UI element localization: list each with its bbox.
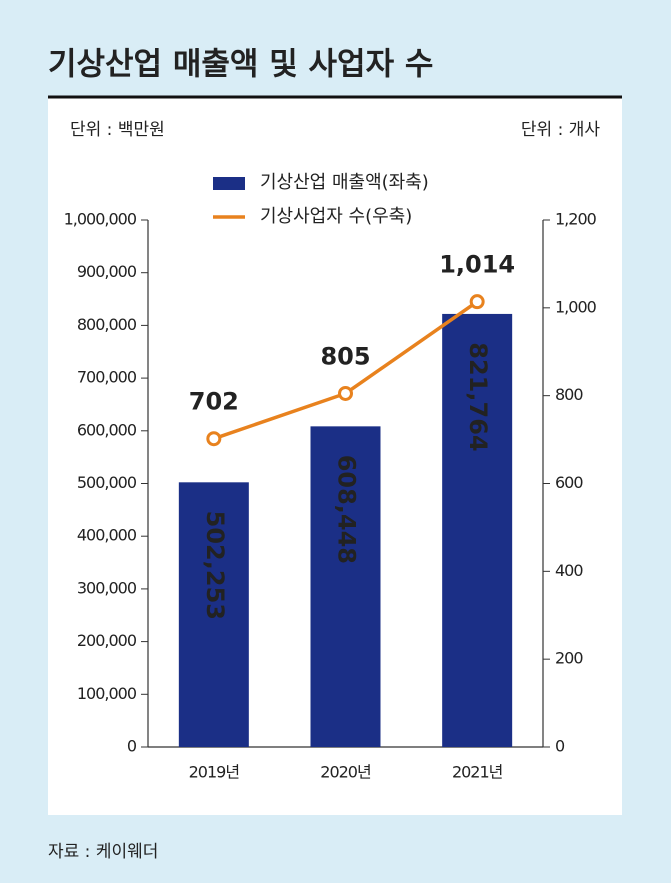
y2-tick-label: 400	[555, 561, 583, 580]
y2-tick-label: 600	[555, 473, 583, 492]
bar-value-label: 821,764	[464, 342, 492, 451]
x-tick-label: 2019년	[189, 763, 240, 782]
line-value-label: 805	[320, 342, 370, 370]
y-tick-label: 700,000	[77, 368, 137, 387]
x-tick-label: 2020년	[320, 763, 371, 782]
bar-value-label: 608,448	[333, 455, 361, 564]
y-tick-label: 900,000	[77, 262, 137, 281]
y-tick-label: 0	[127, 737, 137, 756]
chart-title: 기상산업 매출액 및 사업자 수	[48, 47, 433, 83]
y-tick-label: 600,000	[77, 420, 137, 439]
y-tick-label: 1,000,000	[64, 210, 137, 229]
line-value-label: 702	[189, 388, 239, 416]
y2-tick-label: 1,000	[555, 297, 597, 316]
x-tick-label: 2021년	[452, 763, 503, 782]
y-tick-label: 500,000	[77, 473, 137, 492]
unit-left: 단위 : 백만원	[70, 120, 165, 140]
y-tick-label: 200,000	[77, 631, 137, 650]
legend-swatch	[213, 177, 245, 190]
y-tick-label: 800,000	[77, 315, 137, 334]
bar	[178, 482, 249, 747]
y2-tick-label: 1,200	[555, 210, 597, 229]
y-tick-label: 400,000	[77, 526, 137, 545]
bar-value-label: 502,253	[201, 511, 229, 620]
legend-label: 기상사업자 수(우축)	[260, 206, 412, 227]
legend-label: 기상산업 매출액(좌축)	[260, 172, 429, 193]
line-point	[206, 431, 222, 447]
y2-tick-label: 200	[555, 649, 583, 668]
bar	[442, 313, 513, 747]
y-tick-label: 100,000	[77, 684, 137, 703]
y2-tick-label: 0	[555, 737, 565, 756]
unit-right: 단위 : 개사	[521, 120, 600, 140]
bar	[310, 426, 381, 747]
y2-tick-label: 800	[555, 385, 583, 404]
y-tick-label: 300,000	[77, 578, 137, 597]
source: 자료 : 케이웨더	[48, 842, 158, 862]
line-point	[469, 294, 485, 310]
line-value-label: 1,014	[439, 251, 515, 279]
line-point	[338, 385, 353, 401]
